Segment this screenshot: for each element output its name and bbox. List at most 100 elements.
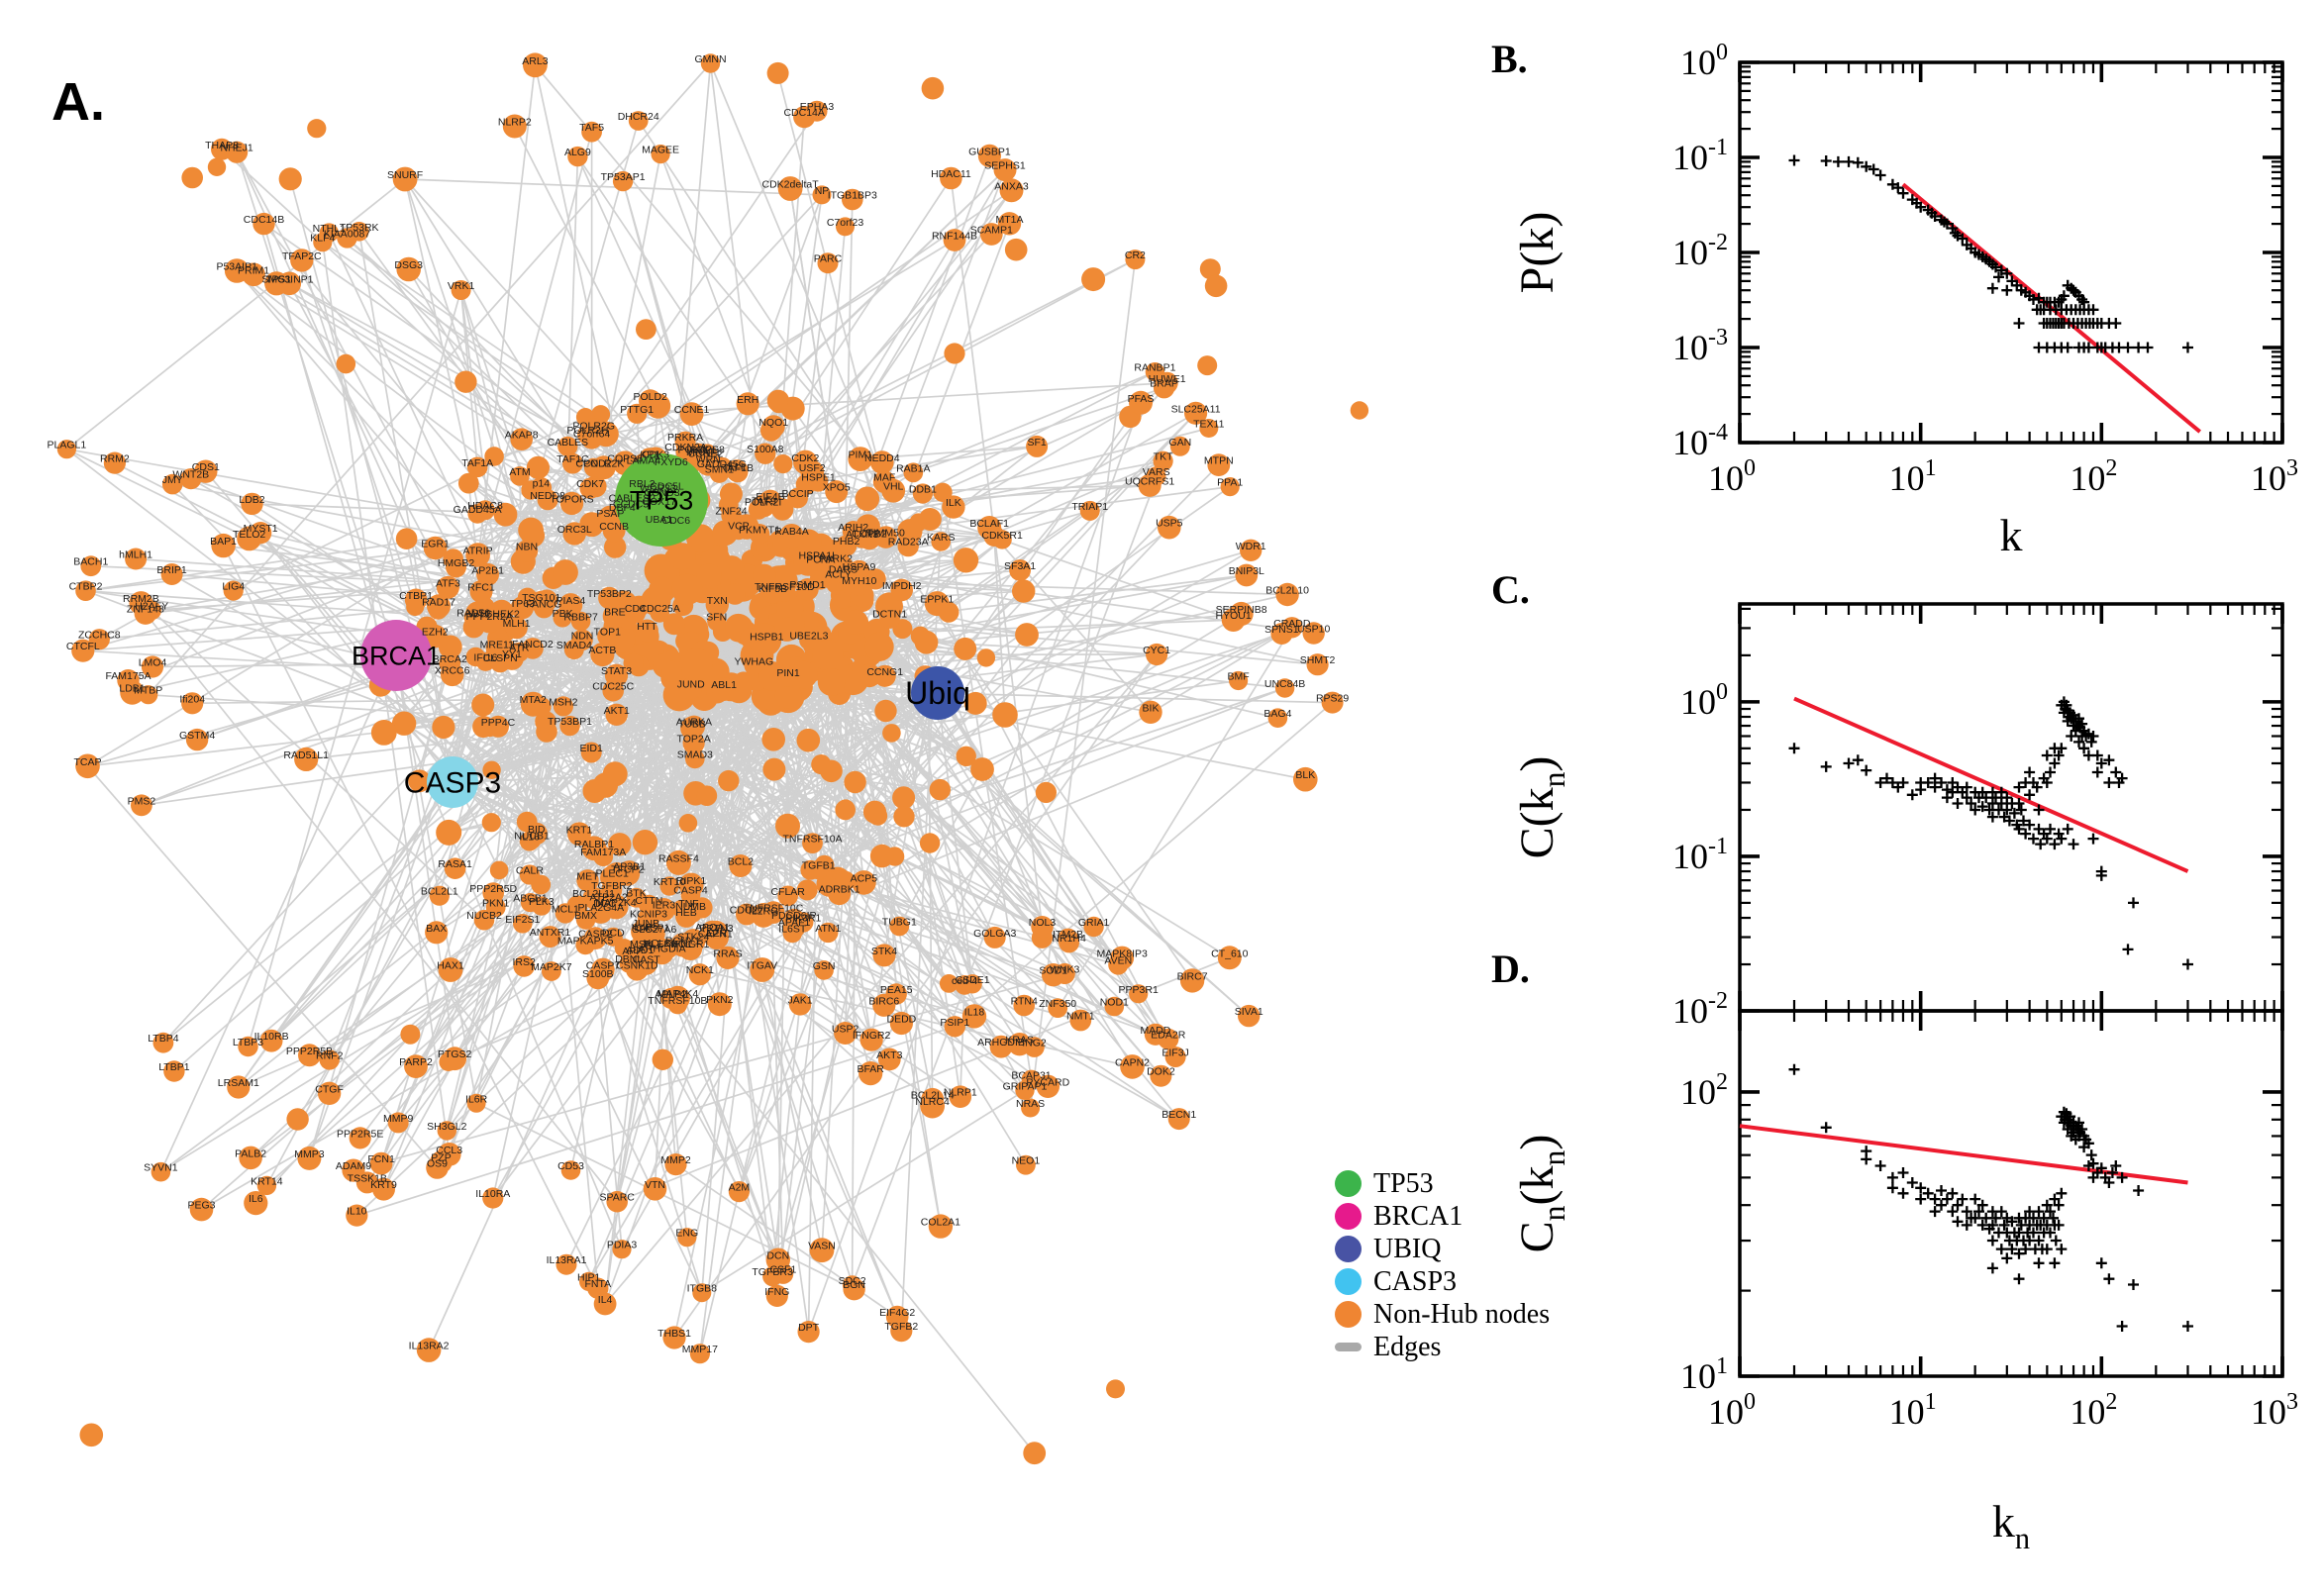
network-node xyxy=(1145,362,1165,382)
scatter-point xyxy=(1936,1185,1947,1196)
network-node xyxy=(252,212,275,236)
network-edge xyxy=(851,460,1164,1286)
network-node-label: POLD2 xyxy=(633,391,667,403)
network-node xyxy=(444,857,466,879)
network-node xyxy=(559,715,580,737)
network-node xyxy=(1129,984,1149,1004)
scatter-point xyxy=(1995,798,2007,809)
network-node-label: NEDD4 xyxy=(864,452,900,464)
network-node xyxy=(858,527,881,550)
network-node-label: BCL2L10 xyxy=(1265,585,1309,597)
network-node-label: KRT14 xyxy=(251,1175,283,1187)
network-node-label: FAM175A xyxy=(105,670,151,682)
network-node-label: CHEK2 xyxy=(485,608,520,620)
network-node xyxy=(593,847,614,866)
scatter-point xyxy=(1820,155,1832,166)
scatter-point xyxy=(1929,1206,1941,1218)
network-node xyxy=(721,505,742,526)
network-node xyxy=(874,526,897,549)
network-node xyxy=(1267,708,1288,728)
network-node-label: HAX1 xyxy=(437,960,464,972)
scatter-point xyxy=(1852,156,1864,168)
network-node xyxy=(336,353,356,374)
network-node-label: APOA1 xyxy=(695,922,730,934)
network-node-label: HTT xyxy=(637,621,657,633)
network-node-label: NLRP2 xyxy=(498,117,532,129)
scatter-point xyxy=(2008,807,2020,819)
network-node-label: PEA15 xyxy=(880,984,913,996)
network-node xyxy=(1009,559,1031,581)
network-node xyxy=(1270,623,1293,645)
network-node xyxy=(1106,1379,1125,1399)
scatter-point xyxy=(1820,760,1832,772)
network-node xyxy=(844,770,866,794)
network-node-label: PARP2 xyxy=(399,1056,433,1068)
network-node xyxy=(997,212,1022,236)
network-node xyxy=(395,528,418,549)
network-edge xyxy=(845,879,1081,1022)
scatter-point xyxy=(1861,160,1872,172)
network-node-label: CDS1 xyxy=(192,461,220,473)
network-node-label: PZP xyxy=(431,1152,451,1164)
network-edge xyxy=(769,700,1059,1009)
scatter-point xyxy=(2033,1206,2045,1218)
network-node-label: GUSBP1 xyxy=(968,146,1011,157)
scatter-point xyxy=(2078,743,2090,754)
network-edge xyxy=(159,654,397,1173)
network-node-label: TCAP xyxy=(73,756,101,768)
network-edge xyxy=(483,705,929,728)
network-edge xyxy=(483,539,1003,921)
network-node-label: MMP3 xyxy=(294,1148,324,1160)
network-node xyxy=(1110,946,1135,970)
network-node-label: DCD xyxy=(602,927,625,939)
network-node xyxy=(761,728,785,751)
network-node-label: STK24 xyxy=(677,931,709,943)
network-node xyxy=(582,779,607,803)
network-node xyxy=(736,903,758,926)
scatter-point xyxy=(2001,267,2013,279)
scatter-point xyxy=(1976,801,1988,813)
scatter-point xyxy=(2095,1257,2107,1269)
scatter-point xyxy=(2056,743,2068,754)
network-node xyxy=(752,563,776,588)
network-edge xyxy=(151,609,485,921)
network-node xyxy=(224,258,250,283)
network-node xyxy=(553,559,578,585)
network-node xyxy=(391,711,417,736)
scatter-point xyxy=(2028,1212,2039,1224)
network-node-label: VRK1 xyxy=(448,280,475,292)
network-node xyxy=(1026,435,1049,457)
network-node xyxy=(425,921,449,945)
network-node xyxy=(615,860,641,886)
network-node xyxy=(662,613,685,636)
network-node xyxy=(427,594,451,619)
network-node xyxy=(1139,700,1162,724)
svg-text:10-1: 10-1 xyxy=(1672,135,1728,177)
network-edge xyxy=(657,405,990,529)
network-node-label: CDK2deltaT xyxy=(761,179,819,191)
network-node-label: ANXA3 xyxy=(994,180,1029,192)
network-node-label: CTTN xyxy=(635,895,662,907)
network-node xyxy=(977,144,1002,167)
scatter-point xyxy=(1957,1193,1969,1205)
network-node-label: HSPA9 xyxy=(843,561,876,573)
tp53-node-icon xyxy=(1335,1170,1362,1197)
network-node-label: p14 xyxy=(533,478,551,490)
scatter-point xyxy=(2024,1235,2036,1247)
legend-label: UBIQ xyxy=(1373,1233,1442,1264)
scatter-point xyxy=(2106,1167,2118,1178)
network-node xyxy=(874,699,897,723)
network-node xyxy=(576,869,599,892)
network-node-label: COPB2 xyxy=(852,529,887,541)
network-node xyxy=(1164,1047,1186,1067)
network-node-label: WDR1 xyxy=(1236,541,1266,552)
network-node xyxy=(755,443,776,464)
network-edge xyxy=(484,660,587,921)
network-node xyxy=(1035,781,1057,804)
network-node-label: NP xyxy=(815,185,830,197)
network-node xyxy=(307,119,327,139)
network-node xyxy=(808,859,829,880)
network-node xyxy=(700,53,721,73)
network-edge xyxy=(452,120,640,783)
